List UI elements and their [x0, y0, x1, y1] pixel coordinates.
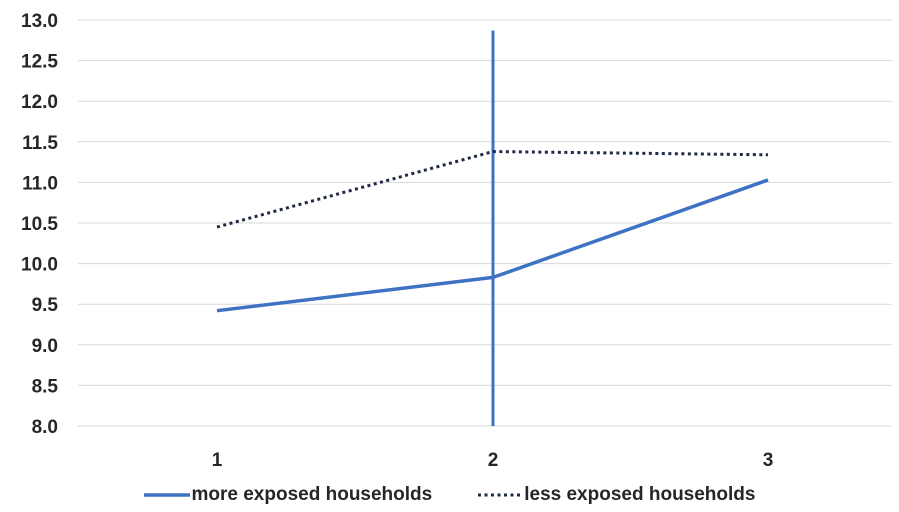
y-tick-label-0: 8.0 [32, 417, 58, 438]
legend: more exposed households less exposed hou… [0, 484, 899, 506]
y-tick-label-9: 12.5 [21, 52, 58, 73]
line-chart: 8.0 8.5 9.0 9.5 10.0 10.5 11.0 11.5 12.0 12.5 13.0… [21, 11, 892, 471]
legend-item-more-exposed: more exposed households [143, 484, 433, 506]
legend-label-less-exposed: less exposed households [524, 484, 756, 505]
y-tick-label-10: 13.0 [21, 11, 58, 32]
y-tick-label-7: 11.5 [22, 133, 58, 154]
x-tick-label-2: 3 [763, 450, 774, 471]
legend-label-more-exposed: more exposed households [191, 484, 433, 505]
y-tick-label-6: 11.0 [22, 173, 58, 194]
y-tick-label-5: 10.5 [21, 214, 58, 235]
legend-swatch-dotted [478, 493, 523, 497]
y-tick-label-1: 8.5 [32, 376, 59, 397]
legend-swatch-solid [143, 493, 190, 497]
legend-item-less-exposed: less exposed households [476, 484, 755, 506]
y-tick-label-3: 9.5 [32, 295, 59, 316]
x-tick-label-0: 1 [212, 450, 223, 471]
x-tick-label-1: 2 [488, 450, 499, 471]
y-tick-label-2: 9.0 [32, 336, 58, 357]
y-tick-label-8: 12.0 [21, 92, 58, 113]
y-tick-label-4: 10.0 [21, 255, 58, 276]
